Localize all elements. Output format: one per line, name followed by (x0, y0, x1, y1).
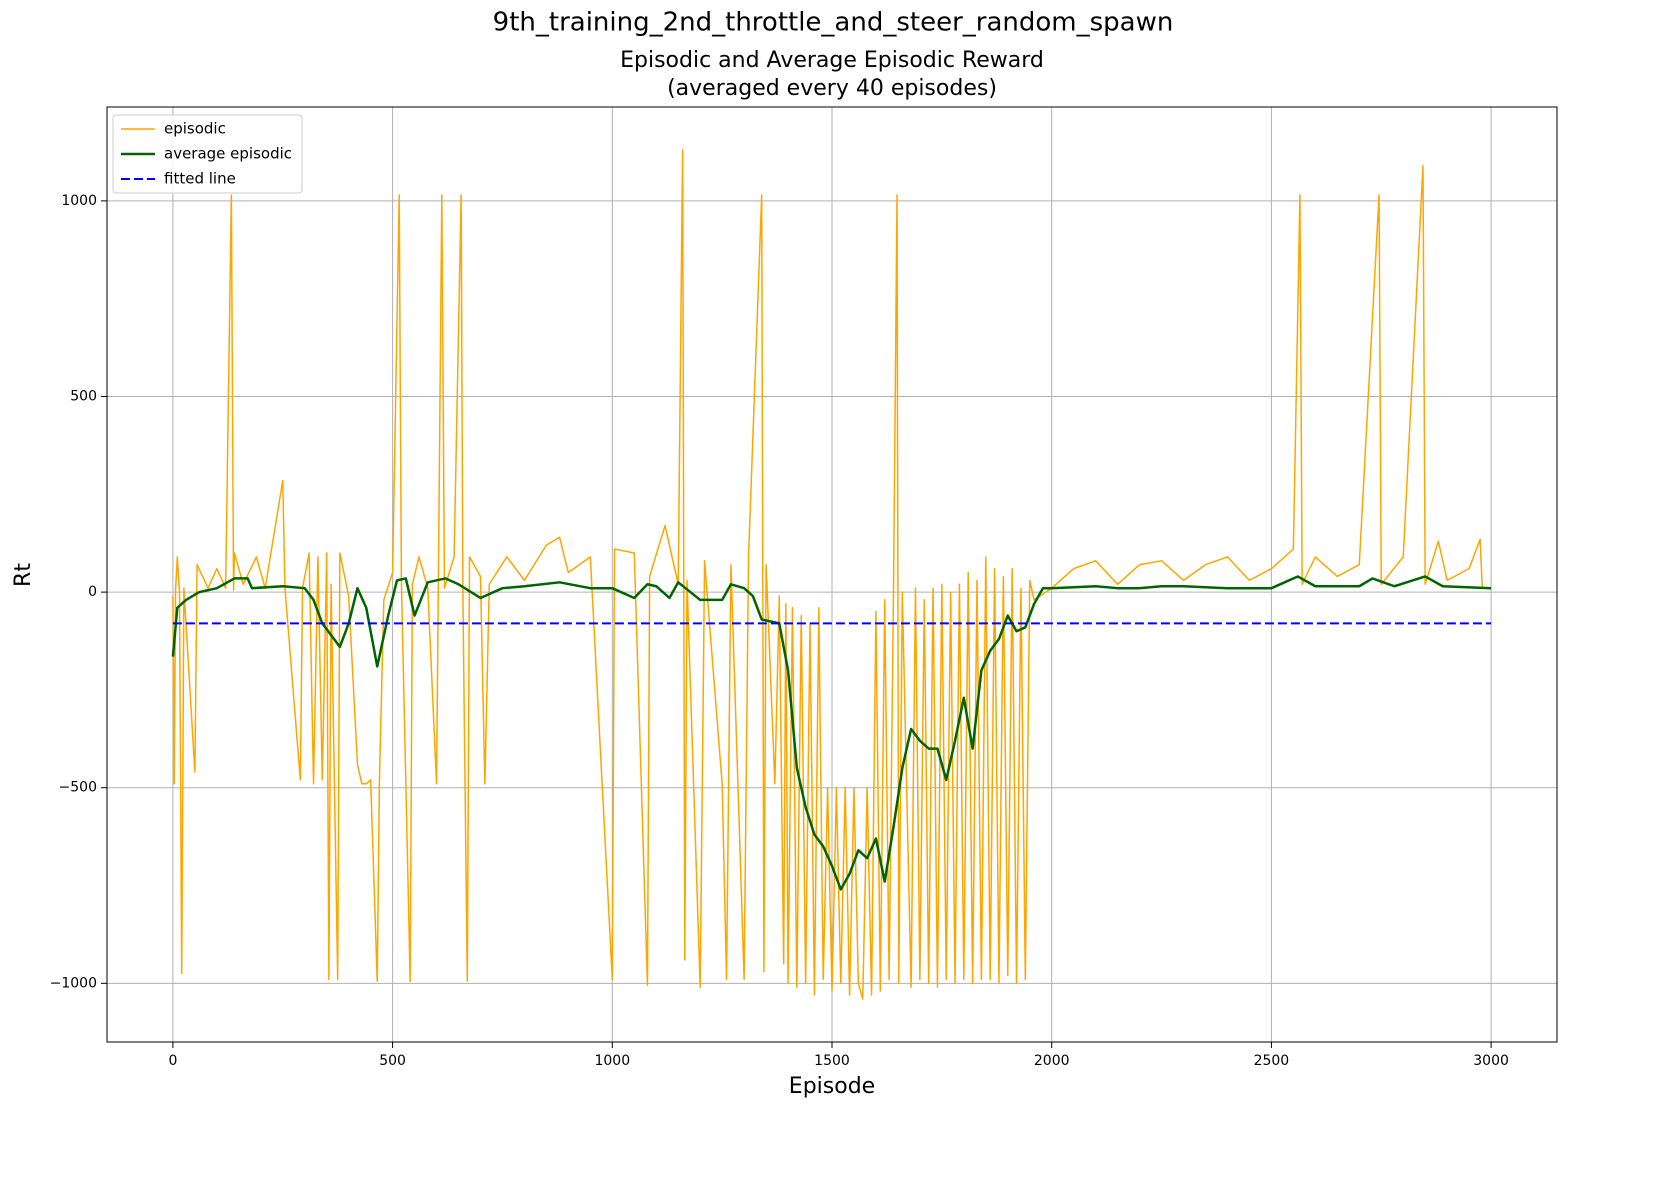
y-tick-label: −1000 (50, 975, 97, 991)
x-tick-label: 3000 (1473, 1053, 1509, 1069)
x-tick-label: 2500 (1254, 1053, 1290, 1069)
x-tick-label: 1000 (594, 1053, 630, 1069)
series-line (171, 575, 1492, 891)
legend: episodic average episodic fitted line (112, 114, 303, 194)
y-tick-label: 500 (70, 388, 97, 404)
legend-label: episodic (164, 120, 226, 138)
chart-subtitle: (averaged every 40 episodes) (667, 76, 997, 101)
x-axis-label: Episode (789, 1074, 875, 1099)
series-line (172, 149, 1492, 1000)
legend-label: fitted line (164, 170, 236, 188)
legend-box (112, 114, 303, 194)
y-tick-label: 1000 (61, 193, 97, 209)
legend-label: average episodic (164, 145, 292, 163)
x-tick-label: 500 (379, 1053, 406, 1069)
x-tick-label: 2000 (1034, 1053, 1070, 1069)
y-tick-label: 0 (88, 584, 97, 600)
axes-frame (106, 106, 1558, 1043)
y-tick-label: −500 (59, 780, 97, 796)
x-tick-label: 1500 (814, 1053, 850, 1069)
suptitle: 9th_training_2nd_throttle_and_steer_rand… (493, 8, 1174, 38)
chart-title: Episodic and Average Episodic Reward (620, 48, 1044, 73)
x-tick-label: 0 (168, 1053, 177, 1069)
y-axis-label: Rt (11, 563, 36, 587)
